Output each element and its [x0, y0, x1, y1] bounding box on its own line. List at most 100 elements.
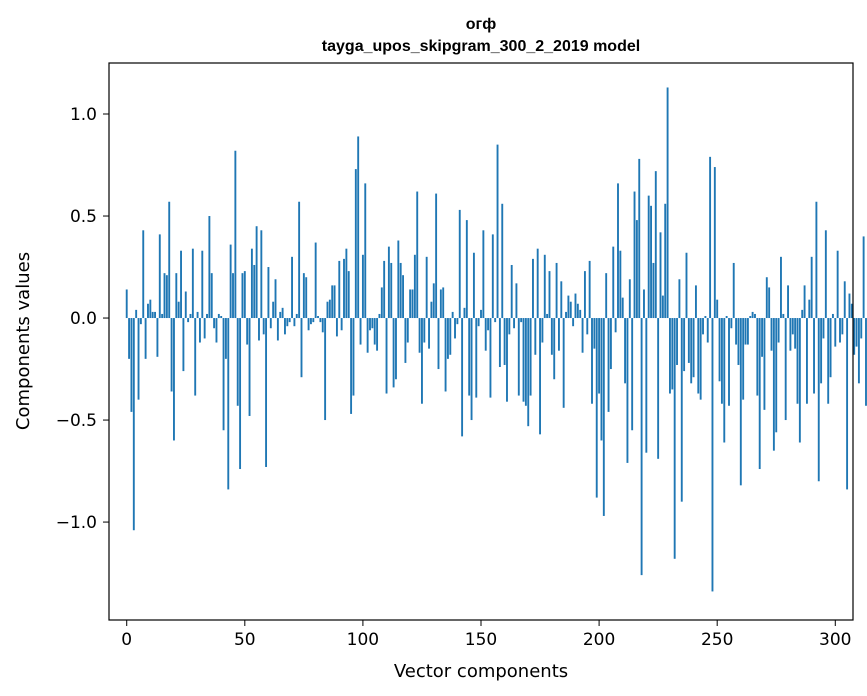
- bar-300: [834, 318, 837, 347]
- bar-245: [704, 316, 707, 319]
- bar-248: [711, 318, 714, 592]
- bar-18: [168, 201, 171, 319]
- bar-195: [586, 318, 589, 335]
- bar-160: [503, 318, 506, 365]
- bar-6: [139, 318, 142, 325]
- bar-61: [269, 318, 272, 329]
- bar-70: [291, 256, 293, 319]
- bar-142: [461, 318, 464, 437]
- bar-306: [848, 293, 851, 319]
- bar-31: [198, 318, 201, 343]
- bar-222: [650, 205, 652, 319]
- bar-209: [619, 250, 622, 319]
- bar-54: [253, 264, 256, 319]
- bar-210: [621, 297, 624, 319]
- bar-8: [144, 318, 147, 359]
- bar-110: [385, 318, 388, 394]
- bar-180: [550, 318, 553, 355]
- bar-104: [371, 318, 374, 329]
- bar-149: [477, 318, 480, 327]
- bar-220: [645, 318, 648, 453]
- y-tick-label: −0.5: [56, 411, 97, 431]
- x-tick-label: 50: [234, 630, 256, 650]
- bar-214: [631, 318, 634, 431]
- x-tick-label: 300: [819, 630, 851, 650]
- bar-144: [465, 220, 468, 319]
- bar-279: [784, 318, 787, 421]
- bar-263: [746, 318, 749, 345]
- bar-270: [763, 318, 766, 410]
- bar-295: [822, 318, 825, 339]
- bar-126: [423, 318, 426, 343]
- bar-285: [798, 318, 801, 443]
- bar-161: [506, 318, 508, 402]
- x-tick-label: 150: [465, 630, 497, 650]
- bar-224: [654, 171, 657, 319]
- bar-293: [817, 318, 820, 482]
- bar-3: [132, 318, 135, 531]
- bar-176: [541, 318, 544, 343]
- bar-74: [300, 318, 303, 378]
- bar-230: [669, 318, 671, 394]
- bar-267: [756, 318, 759, 396]
- bar-130: [432, 283, 435, 319]
- bar-12: [154, 311, 156, 319]
- bar-297: [827, 318, 830, 404]
- bar-298: [829, 318, 832, 378]
- bar-63: [274, 279, 277, 319]
- bar-249: [713, 167, 716, 319]
- bar-157: [496, 144, 499, 319]
- y-tick-label: 1.0: [70, 105, 97, 125]
- bar-167: [520, 318, 523, 323]
- bar-90: [338, 260, 341, 319]
- bar-85: [326, 301, 329, 319]
- bar-51: [246, 318, 249, 345]
- bar-166: [517, 318, 520, 396]
- bar-105: [373, 318, 376, 345]
- bar-251: [718, 318, 721, 382]
- bar-58: [262, 318, 265, 335]
- bar-25: [184, 291, 187, 319]
- bar-92: [343, 258, 345, 319]
- bar-101: [364, 183, 367, 319]
- bar-72: [295, 313, 298, 319]
- bar-138: [451, 311, 454, 319]
- bar-256: [730, 318, 733, 329]
- bar-33: [203, 318, 206, 339]
- bar-76: [305, 277, 308, 319]
- bar-266: [754, 313, 756, 319]
- bar-186: [565, 311, 567, 319]
- bar-156: [494, 318, 497, 323]
- bar-145: [468, 318, 471, 396]
- bar-78: [310, 318, 312, 325]
- bar-43: [227, 318, 230, 490]
- bar-119: [406, 318, 409, 343]
- bar-30: [196, 311, 199, 319]
- bar-13: [156, 318, 159, 357]
- bar-99: [359, 318, 362, 345]
- bar-229: [666, 87, 669, 319]
- bar-65: [279, 311, 282, 319]
- bar-68: [286, 318, 289, 327]
- bar-22: [177, 301, 180, 319]
- bar-309: [855, 318, 858, 347]
- bar-83: [321, 318, 324, 333]
- bar-294: [820, 318, 823, 384]
- bar-202: [602, 318, 605, 516]
- bar-53: [250, 248, 253, 319]
- bar-66: [281, 307, 284, 319]
- bar-120: [409, 289, 412, 319]
- bar-146: [470, 318, 473, 421]
- bar-117: [402, 275, 404, 319]
- bar-308: [853, 318, 856, 355]
- bar-47: [236, 318, 239, 406]
- bar-171: [529, 318, 532, 396]
- bar-73: [298, 201, 301, 319]
- bar-103: [369, 318, 371, 331]
- bar-155: [491, 234, 494, 319]
- bar-14: [158, 234, 161, 319]
- bar-252: [720, 318, 723, 404]
- bar-302: [839, 318, 841, 343]
- bar-258: [735, 318, 738, 345]
- y-axis-label: Components values: [13, 252, 34, 430]
